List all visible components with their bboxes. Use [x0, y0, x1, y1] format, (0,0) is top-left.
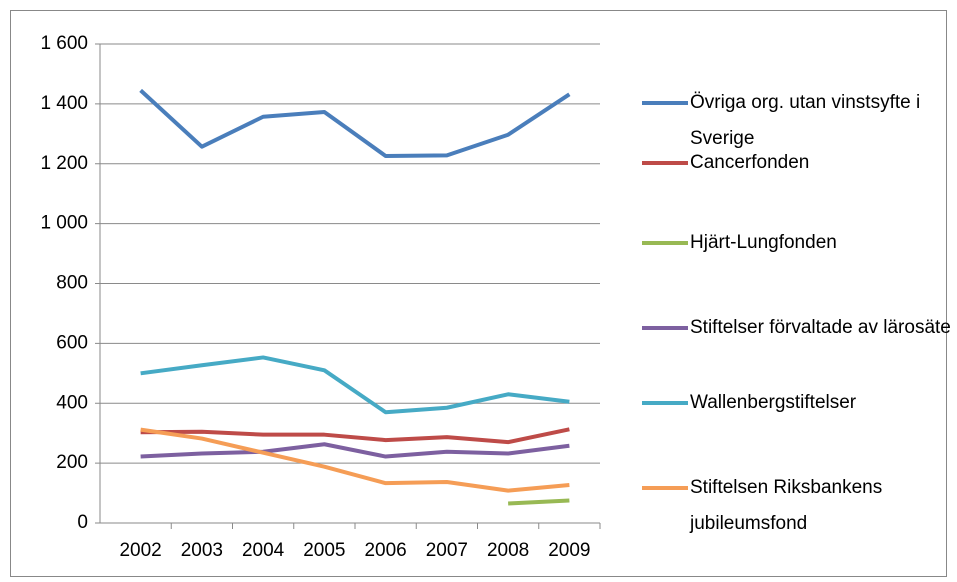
y-tick-label: 600: [56, 332, 88, 353]
y-tick-label: 400: [56, 392, 88, 413]
series-line: [140, 442, 570, 459]
legend-label: Wallenbergstiftelser: [690, 392, 857, 413]
x-tick-label: 2009: [548, 540, 590, 561]
x-tick-label: 2004: [242, 540, 285, 561]
y-tick-label: 0: [77, 512, 88, 533]
series-line: [140, 427, 570, 445]
x-tick-label: 2006: [364, 540, 406, 561]
chart-border: [10, 10, 947, 577]
x-tick-label: 2007: [426, 540, 468, 561]
legend-label: Övriga org. utan vinstsyfte i Sverige: [690, 92, 921, 149]
legend-label: Stiftelser förvaltade av lärosäte: [690, 317, 951, 338]
x-tick-label: 2002: [119, 540, 161, 561]
series-line: [140, 355, 570, 415]
y-tick-label: 1 600: [40, 33, 88, 54]
y-tick-label: 1 200: [40, 153, 88, 174]
series-line: [139, 88, 571, 158]
series-line: [508, 498, 570, 506]
y-tick-label: 1 000: [40, 213, 88, 234]
x-tick-label: 2005: [303, 540, 345, 561]
y-tick-label: 1 400: [40, 93, 88, 114]
legend-label: Stiftelsen Riksbankens jubileumsfond: [690, 477, 883, 534]
legend-label: Hjärt-Lungfonden: [690, 232, 837, 253]
y-tick-label: 200: [56, 452, 88, 473]
x-tick-label: 2003: [181, 540, 223, 561]
series-line: [140, 427, 570, 493]
legend-label: Cancerfonden: [690, 152, 810, 173]
y-tick-label: 800: [56, 273, 88, 294]
x-tick-label: 2008: [487, 540, 529, 561]
